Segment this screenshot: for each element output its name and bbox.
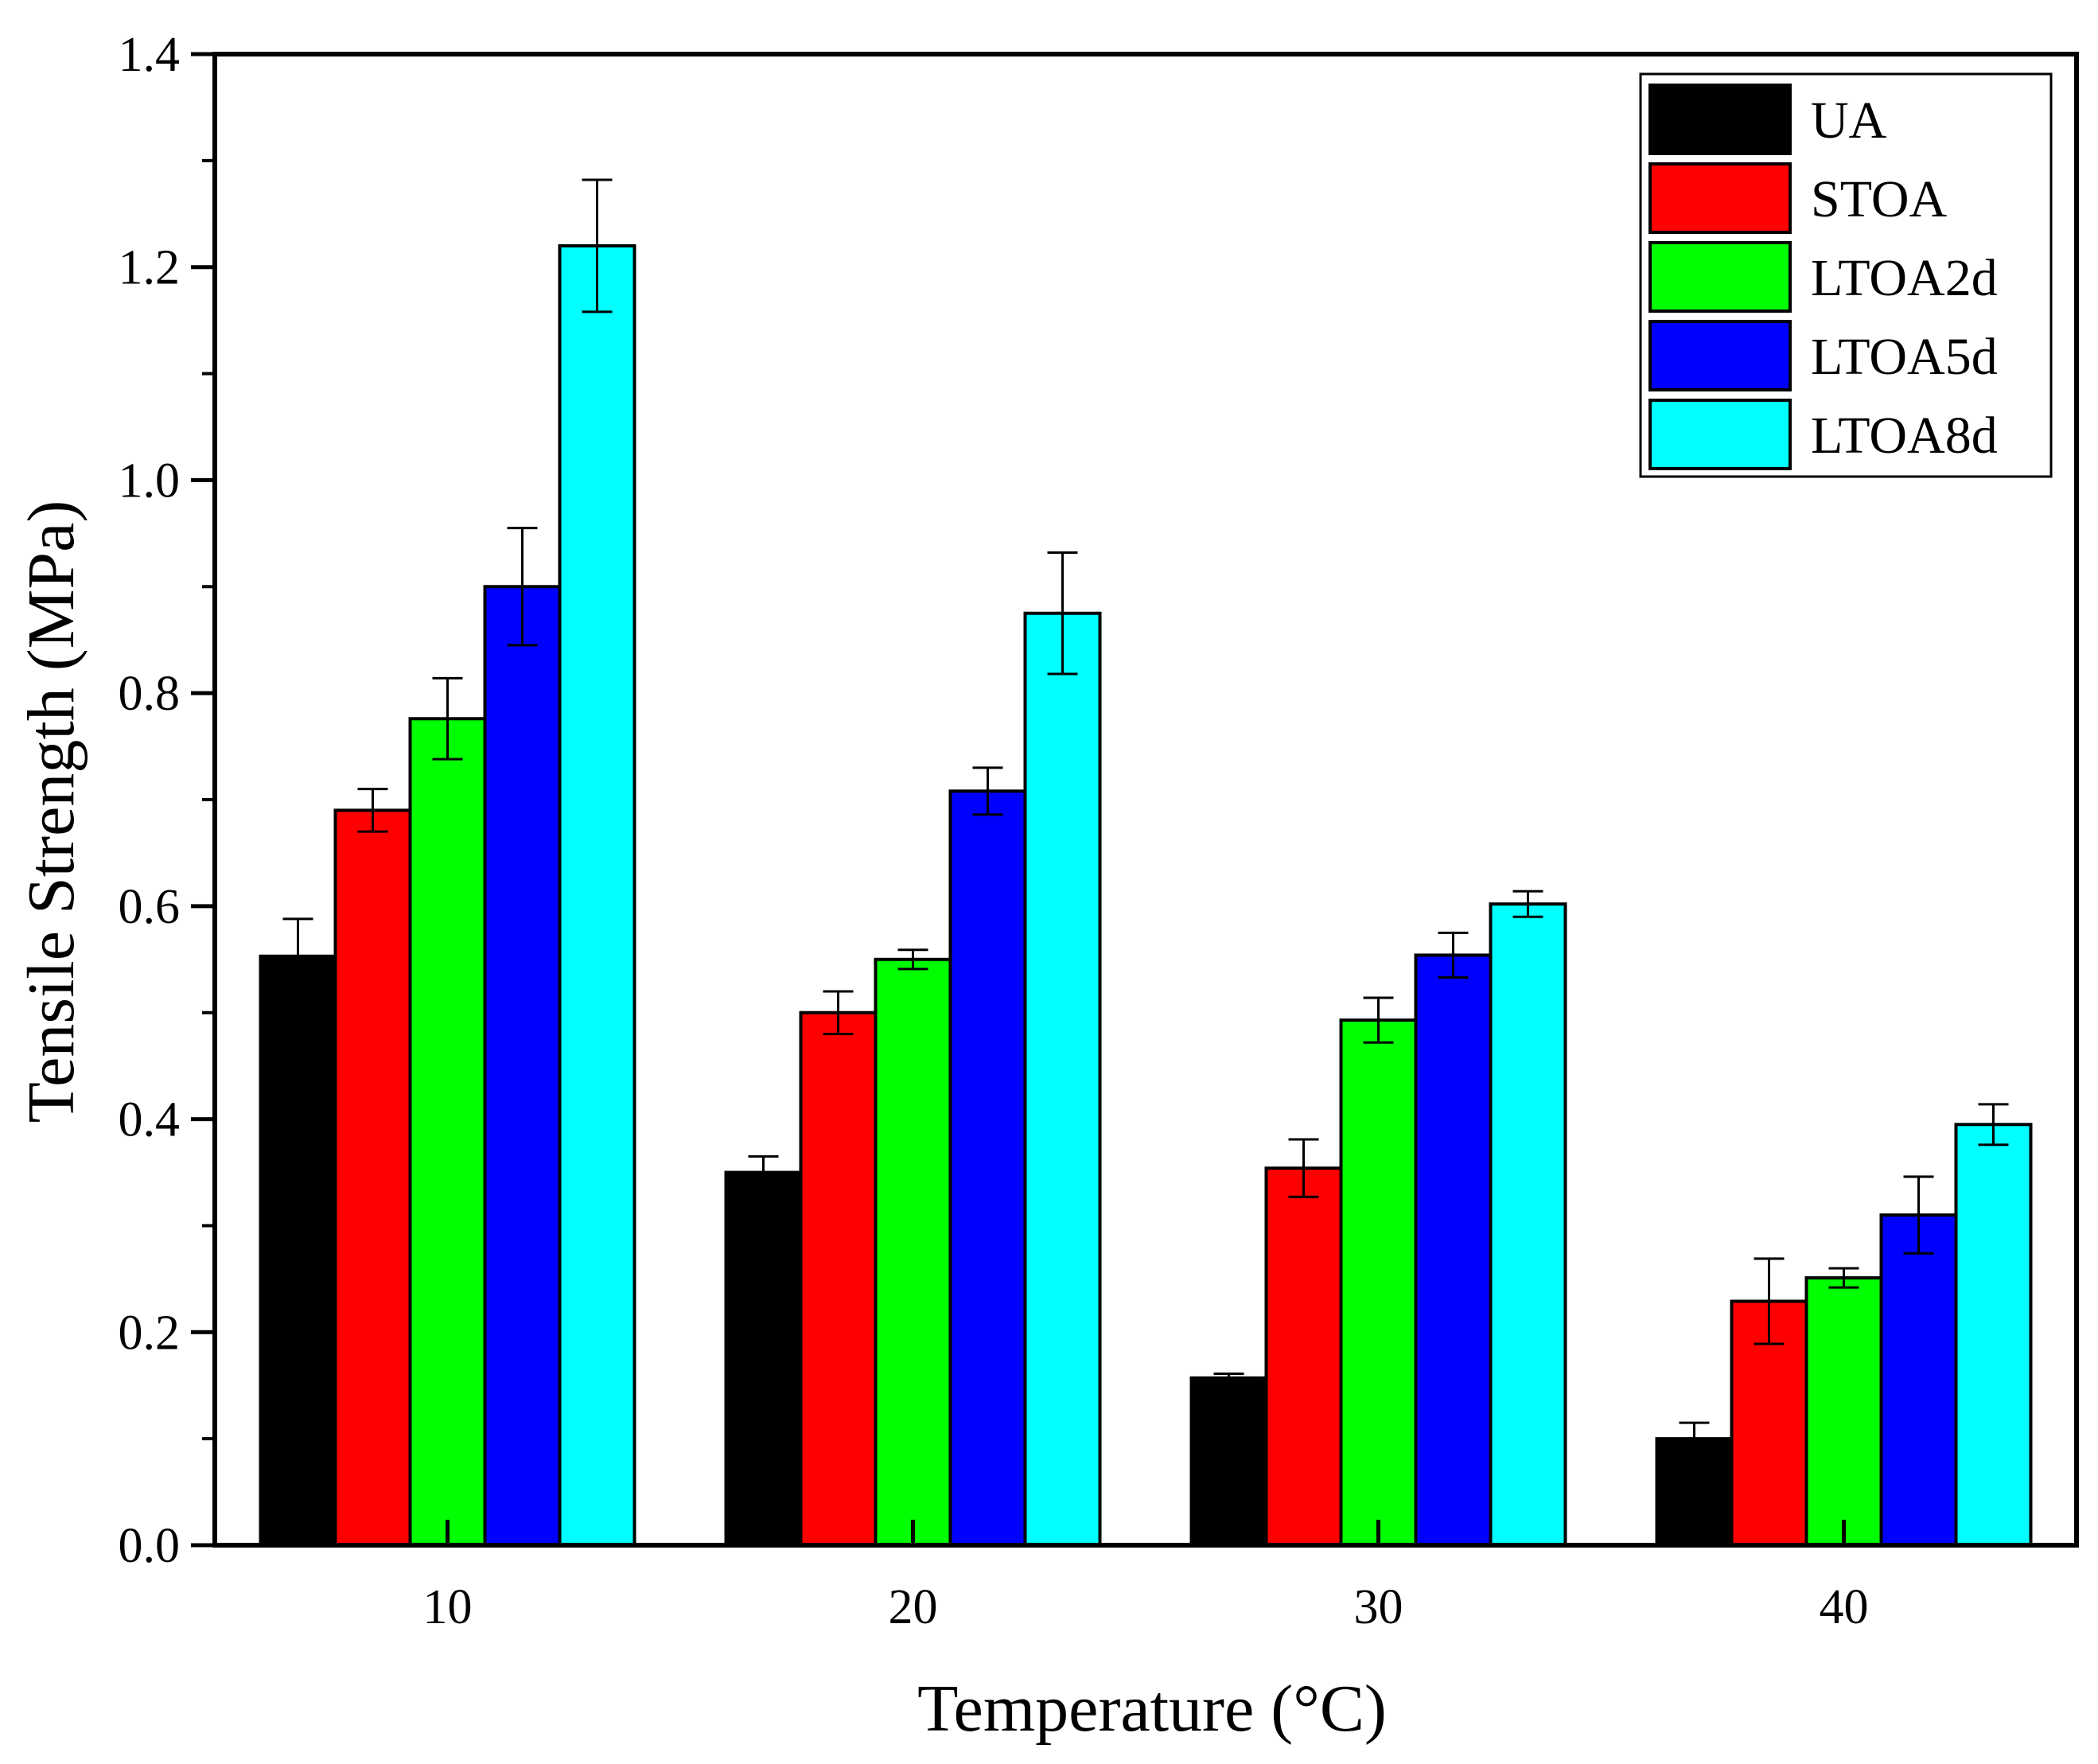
bar-LTOA2d-20 xyxy=(874,957,952,1548)
y-tick-label-1.4: 1.4 xyxy=(119,28,181,82)
y-tick-label-0.0: 0.0 xyxy=(119,1519,181,1573)
legend-label-LTOA5d: LTOA5d xyxy=(1811,328,1998,386)
bar-STOA-20 xyxy=(799,1011,878,1547)
error-bar-STOA-20 xyxy=(823,990,854,1035)
bar-LTOA2d-10 xyxy=(408,717,487,1547)
legend: UA STOA LTOA2d LTOA5d LTOA8d xyxy=(1639,72,2053,478)
bar-UA-10 xyxy=(259,954,337,1547)
error-bar-STOA-30 xyxy=(1288,1138,1319,1198)
error-bar-UA-30 xyxy=(1213,1372,1244,1384)
x-tick-label-40: 40 xyxy=(1820,1580,1869,1634)
legend-item-UA: UA xyxy=(1648,84,1887,155)
error-bar-LTOA2d-10 xyxy=(432,676,463,761)
y-tick-label-0.4: 0.4 xyxy=(119,1093,181,1147)
axes-layer: 10 20 30 40 0.0 0.2 0.4 0.6 0.8 1.0 1.2 1.4 xyxy=(119,28,2079,1634)
error-bar-LTOA8d-40 xyxy=(1978,1103,2009,1147)
error-bar-UA-10 xyxy=(282,917,313,995)
bar-LTOA8d-40 xyxy=(1954,1123,2033,1547)
bar-LTOA8d-30 xyxy=(1489,902,1567,1548)
error-bar-LTOA5d-40 xyxy=(1903,1175,1934,1255)
bar-UA-30 xyxy=(1189,1376,1268,1547)
error-bar-LTOA8d-20 xyxy=(1047,551,1078,676)
bar-LTOA5d-10 xyxy=(483,585,562,1547)
bar-UA-40 xyxy=(1655,1437,1734,1547)
legend-item-LTOA2d: LTOA2d xyxy=(1648,241,1998,313)
legend-item-STOA: STOA xyxy=(1648,162,1947,234)
bar-UA-20 xyxy=(724,1170,803,1547)
error-bar-LTOA5d-30 xyxy=(1438,931,1469,979)
legend-label-STOA: STOA xyxy=(1811,170,1947,228)
legend-item-LTOA5d: LTOA5d xyxy=(1648,320,1998,391)
legend-item-LTOA8d: LTOA8d xyxy=(1648,399,1998,470)
error-bar-UA-20 xyxy=(748,1155,779,1190)
error-bar-UA-40 xyxy=(1679,1421,1710,1456)
y-tick-label-0.2: 0.2 xyxy=(119,1306,181,1360)
plot-frame xyxy=(212,52,2079,1548)
legend-swatch-UA xyxy=(1648,84,1792,155)
bar-LTOA8d-10 xyxy=(558,243,636,1547)
legend-swatch-LTOA2d xyxy=(1648,241,1792,313)
error-bar-STOA-40 xyxy=(1754,1257,1785,1345)
bar-LTOA5d-30 xyxy=(1414,953,1493,1547)
error-bar-STOA-10 xyxy=(357,788,388,833)
bar-LTOA2d-40 xyxy=(1804,1276,1883,1547)
legend-swatch-LTOA8d xyxy=(1648,399,1792,470)
legend-swatch-LTOA5d xyxy=(1648,320,1792,391)
y-tick-label-1.0: 1.0 xyxy=(119,454,181,508)
error-bars-layer xyxy=(282,178,2009,1456)
legend-label-UA: UA xyxy=(1811,92,1887,150)
y-tick-label-1.2: 1.2 xyxy=(119,241,181,295)
bar-STOA-30 xyxy=(1264,1166,1343,1548)
legend-swatch-STOA xyxy=(1648,162,1792,234)
error-bar-LTOA2d-20 xyxy=(897,948,928,971)
error-bar-LTOA8d-30 xyxy=(1512,890,1543,918)
x-tick-label-30: 30 xyxy=(1354,1580,1403,1634)
legend-label-LTOA8d: LTOA8d xyxy=(1811,407,1998,465)
y-tick-label-0.8: 0.8 xyxy=(119,667,181,721)
x-tick-label-20: 20 xyxy=(889,1580,938,1634)
bar-LTOA5d-40 xyxy=(1879,1213,1958,1547)
bar-LTOA8d-20 xyxy=(1023,611,1102,1547)
bar-STOA-10 xyxy=(333,808,412,1547)
error-bar-LTOA2d-40 xyxy=(1828,1267,1859,1289)
bar-LTOA2d-30 xyxy=(1339,1018,1418,1547)
legend-label-LTOA2d: LTOA2d xyxy=(1811,249,1998,307)
x-axis-title: Temperature (°C) xyxy=(917,1672,1387,1746)
error-bar-LTOA5d-20 xyxy=(972,766,1003,816)
y-axis-title: Tensile Strength (MPa) xyxy=(14,500,88,1123)
error-bar-LTOA5d-10 xyxy=(507,527,538,647)
y-tick-label-0.6: 0.6 xyxy=(119,880,181,934)
error-bar-LTOA8d-10 xyxy=(582,178,613,313)
x-tick-label-10: 10 xyxy=(423,1580,473,1634)
bar-LTOA5d-20 xyxy=(948,789,1027,1547)
bar-STOA-40 xyxy=(1730,1299,1808,1548)
error-bar-LTOA2d-30 xyxy=(1363,996,1394,1044)
